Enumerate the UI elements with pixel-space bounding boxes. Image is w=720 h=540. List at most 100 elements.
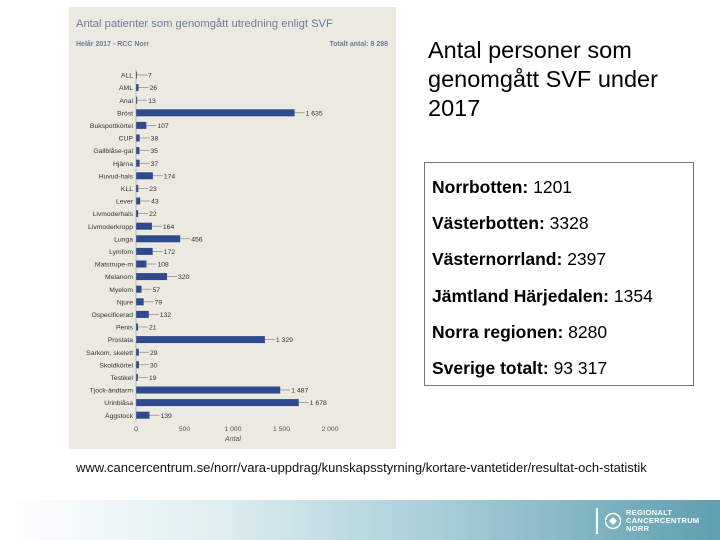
category-label: Livmoderkropp — [88, 224, 133, 231]
value-label: 172 — [164, 249, 176, 256]
bar — [136, 159, 140, 167]
bar — [136, 348, 139, 356]
category-label: Skoldkörtel — [99, 362, 133, 369]
category-label: Melanom — [105, 274, 133, 281]
x-axis: 0 500 1 000 1 500 2 000 — [134, 69, 339, 433]
stat-sverige-totalt: Sverige totalt: 93 317 — [432, 358, 607, 379]
bar — [136, 109, 295, 117]
stat-value: 2397 — [567, 249, 607, 269]
value-label: 1 329 — [276, 337, 293, 344]
bar — [136, 310, 149, 318]
stat-jamtland: Jämtland Härjedalen: 1354 — [432, 286, 653, 307]
bar — [136, 323, 139, 331]
value-label: 26 — [150, 85, 158, 92]
category-label: Bröst — [117, 110, 133, 117]
stat-norrbotten: Norrbotten: 1201 — [432, 177, 572, 198]
value-label: 23 — [149, 186, 157, 193]
category-label: Urinblåsa — [104, 399, 133, 407]
value-label: 19 — [149, 375, 157, 382]
value-label: 456 — [191, 236, 203, 243]
category-label: Myelom — [109, 287, 133, 294]
page-headline: Antal personer som genomgått SVF under 2… — [428, 37, 658, 121]
bar — [136, 172, 153, 180]
bar — [136, 298, 144, 306]
value-label: 7 — [148, 73, 152, 80]
category-label: Penis — [116, 325, 134, 332]
stat-label: Västernorrland: — [432, 249, 563, 269]
bar — [136, 285, 142, 293]
svf-bar-chart: Antal patienter som genomgått utredning … — [76, 18, 388, 443]
stat-label: Norrbotten: — [432, 177, 529, 197]
logo-text: REGIONALT CANCERCENTRUM NORR — [626, 509, 699, 533]
logo-line: NORR — [626, 524, 650, 533]
stat-label: Jämtland Härjedalen: — [432, 286, 609, 306]
value-label: 174 — [164, 173, 176, 180]
bar — [136, 336, 265, 344]
bar — [136, 386, 281, 394]
value-label: 1 635 — [306, 110, 323, 117]
bar — [136, 96, 138, 104]
category-label: Bukspottkörtel — [90, 123, 134, 130]
category-label: Lymfom — [109, 249, 133, 256]
value-label: 132 — [160, 312, 172, 319]
logo-mark-icon — [604, 512, 622, 530]
x-tick-label: 0 — [134, 426, 138, 433]
bar — [136, 134, 140, 142]
category-label: Prostata — [108, 337, 134, 344]
category-label: Äggstock — [105, 412, 134, 420]
value-label: 43 — [151, 199, 159, 206]
stat-norra-regionen: Norra regionen: 8280 — [432, 322, 607, 343]
value-label: 30 — [150, 362, 158, 369]
category-label: Livmoderhals — [93, 211, 134, 218]
stat-value: 93 317 — [553, 358, 608, 378]
stats-box: Norrbotten: 1201 Västerbotten: 3328 Väst… — [424, 162, 694, 386]
source-link[interactable]: www.cancercentrum.se/norr/vara-uppdrag/k… — [76, 460, 647, 475]
category-label: ALL — [121, 73, 133, 80]
bar — [136, 147, 140, 155]
category-label: Matstrupe-m — [95, 262, 133, 269]
stat-vasternorrland: Västernorrland: 2397 — [432, 249, 606, 270]
stat-label: Sverige totalt: — [432, 358, 549, 378]
category-label: Lever — [116, 199, 134, 206]
value-label: 79 — [155, 299, 163, 306]
category-label: Huvud-hals — [99, 173, 134, 180]
stat-value: 1201 — [533, 177, 573, 197]
bar — [136, 235, 181, 243]
bar — [136, 273, 168, 281]
bar — [136, 84, 139, 92]
category-label: Gallblåse-gal — [93, 147, 133, 155]
bar — [136, 121, 147, 129]
stat-label: Norra regionen: — [432, 322, 564, 342]
stat-vasterbotten: Västerbotten: 3328 — [432, 213, 589, 234]
value-label: 35 — [150, 148, 158, 155]
value-label: 1 487 — [291, 388, 308, 395]
bar — [136, 260, 147, 268]
category-label: AML — [119, 85, 133, 92]
bar — [136, 399, 299, 407]
stat-label: Västerbotten: — [432, 213, 545, 233]
category-label: Lunga — [114, 236, 133, 243]
rcc-logo: REGIONALT CANCERCENTRUM NORR — [596, 506, 714, 536]
value-label: 37 — [151, 161, 159, 168]
value-label: 1 678 — [310, 400, 327, 407]
stat-value: 1354 — [613, 286, 653, 306]
category-label: Tjock-ändtarm — [90, 388, 134, 395]
bar — [136, 222, 152, 230]
value-label: 320 — [178, 274, 190, 281]
chart-title: Antal patienter som genomgått utredning … — [76, 18, 333, 30]
bar — [136, 247, 153, 255]
value-label: 22 — [149, 211, 157, 218]
x-tick-label: 2 000 — [321, 426, 338, 433]
bar — [136, 71, 137, 79]
value-label: 108 — [157, 262, 169, 269]
value-label: 29 — [150, 350, 158, 357]
logo-line: CANCERCENTRUM — [626, 516, 700, 525]
category-label: Hjärna — [113, 161, 133, 168]
logo-line: REGIONALT — [626, 508, 673, 517]
value-label: 38 — [151, 136, 159, 143]
value-label: 57 — [153, 287, 161, 294]
bar — [136, 373, 138, 381]
logo-divider — [596, 508, 598, 534]
chart-subtitle: Helår 2017 - RCC Norr — [76, 40, 149, 48]
value-label: 21 — [149, 325, 157, 332]
